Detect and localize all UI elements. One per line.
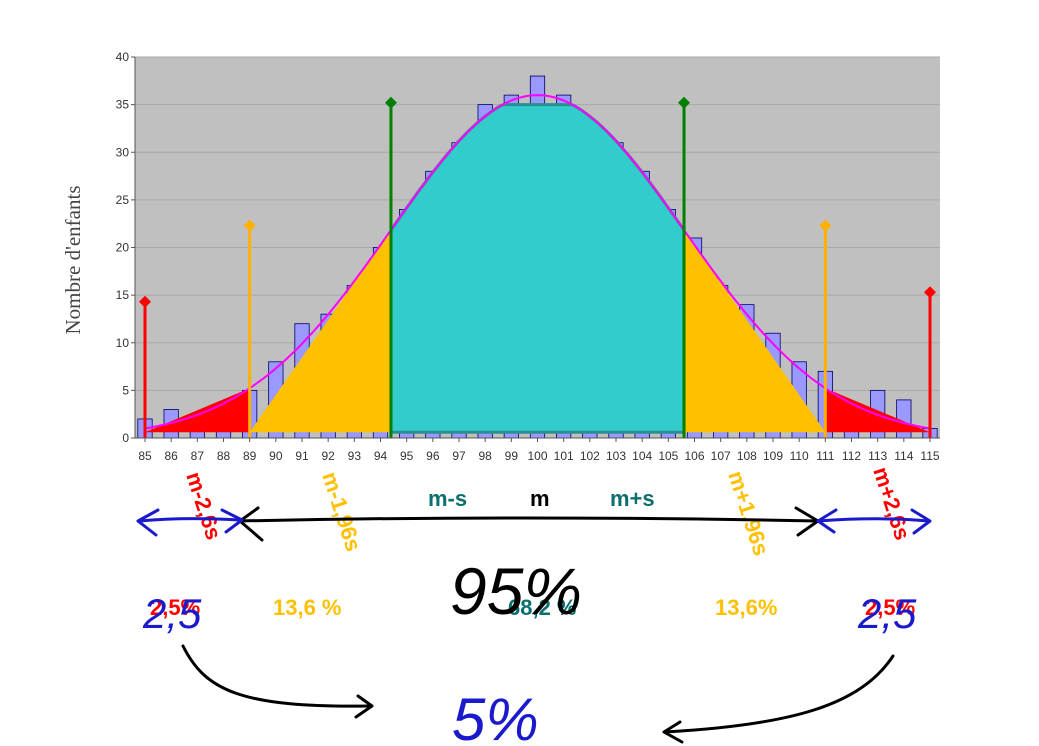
- x-tick-label: 93: [348, 449, 362, 463]
- x-tick-label: 106: [684, 449, 704, 463]
- x-tick-label: 110: [790, 449, 809, 463]
- boundary-markers: [139, 96, 936, 438]
- x-tick-label: 100: [527, 449, 547, 463]
- x-tick-label: 86: [164, 449, 178, 463]
- boundary-diamond: [139, 295, 151, 308]
- boundary-diamond: [678, 96, 691, 109]
- x-tick-labels: 85 86 87 88 89 90 91 92 93 94 95 96 97 98 99 100 101 102 1…: [138, 438, 940, 463]
- x-tick-label: 115: [920, 449, 939, 463]
- x-tick-label: 111: [816, 449, 835, 463]
- x-tick-label: 89: [243, 449, 257, 463]
- boundary-diamond: [819, 219, 832, 232]
- zone-area: [145, 388, 250, 433]
- pct-left-red: 2,5%: [150, 595, 200, 620]
- boundary-diamond: [384, 96, 397, 109]
- hand-left-2-5: 2,5: [142, 590, 202, 637]
- x-tick-label: 99: [505, 449, 519, 463]
- pct-center: 68,2 %: [508, 595, 577, 620]
- x-tick-label: 101: [554, 449, 574, 463]
- label-m-minus-1-96s: m-1,96s: [317, 469, 366, 555]
- x-tick-label: 92: [321, 449, 335, 463]
- y-tick-label: 10: [116, 336, 130, 350]
- x-tick-label: 109: [763, 449, 783, 463]
- x-tick-label: 91: [295, 449, 309, 463]
- x-tick-label: 104: [632, 449, 652, 463]
- x-tick-label: 95: [400, 449, 414, 463]
- x-tick-label: 113: [868, 449, 887, 463]
- y-tick-label: 30: [116, 145, 130, 159]
- boundary-diamond: [243, 219, 256, 232]
- y-tick-label: 0: [122, 431, 129, 445]
- pct-right-red: 2,5%: [865, 595, 915, 620]
- label-m-minus-2-6s: m-2,6s: [181, 469, 226, 543]
- y-tick-label: 35: [116, 98, 130, 112]
- y-tick-label: 40: [116, 50, 130, 64]
- x-tick-label: 94: [374, 449, 388, 463]
- x-tick-label: 108: [737, 449, 757, 463]
- label-m: m: [530, 486, 550, 511]
- x-tick-label: 102: [580, 449, 600, 463]
- y-tick-label: 25: [116, 193, 130, 207]
- x-tick-label: 107: [711, 449, 731, 463]
- label-m-plus-2-6s: m+2,6s: [868, 464, 915, 543]
- hand-right-2-5: 2,5: [857, 590, 917, 637]
- x-tick-label: 112: [842, 449, 861, 463]
- x-tick-label: 103: [606, 449, 626, 463]
- hand-5-percent: 5%: [452, 686, 539, 746]
- y-axis-label: Nombre d'enfants: [61, 186, 85, 335]
- x-tick-label: 88: [217, 449, 231, 463]
- x-tick-label: 87: [191, 449, 205, 463]
- pct-left-orange: 13,6 %: [273, 595, 342, 620]
- y-tick-label: 5: [122, 383, 129, 397]
- label-m-plus-1-96s: m+1,96s: [723, 468, 774, 559]
- x-tick-label: 97: [452, 449, 466, 463]
- handwritten-arrows: [136, 506, 932, 744]
- x-tick-label: 98: [478, 449, 492, 463]
- zone-area: [684, 230, 826, 433]
- y-tick-labels: 0 5 10 15 20 25 30 35 40: [116, 50, 135, 445]
- x-tick-label: 105: [658, 449, 678, 463]
- y-tick-label: 20: [116, 241, 130, 255]
- x-tick-label: 114: [894, 449, 913, 463]
- zone-area: [825, 388, 930, 433]
- normal-curve: [144, 94, 931, 430]
- x-tick-label: 90: [269, 449, 283, 463]
- boundary-diamond: [924, 286, 936, 299]
- y-tick-label: 15: [116, 288, 130, 302]
- x-tick-label: 96: [426, 449, 440, 463]
- hand-95-percent: 95%: [450, 554, 582, 628]
- pct-right-orange: 13,6%: [715, 595, 777, 620]
- label-m-minus-s: m-s: [428, 486, 467, 511]
- label-m-plus-s: m+s: [610, 486, 655, 511]
- x-tick-label: 85: [138, 449, 152, 463]
